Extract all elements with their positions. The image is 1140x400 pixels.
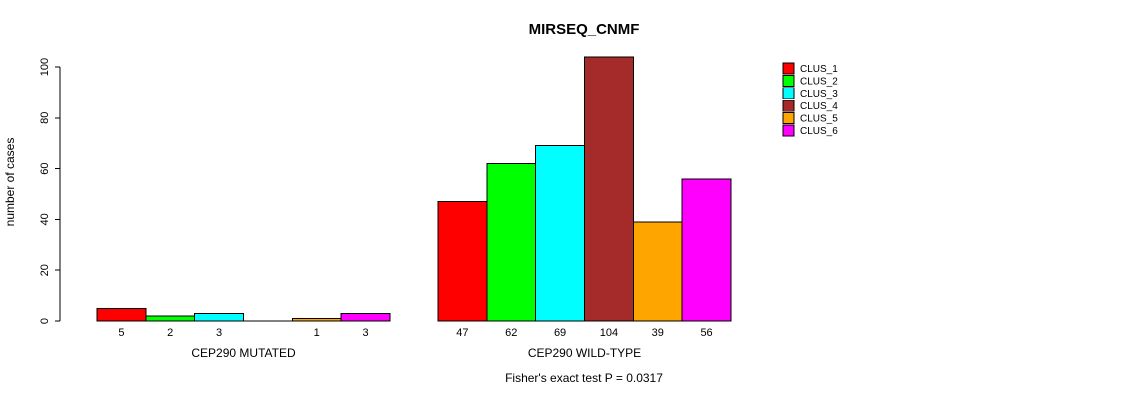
- bar-value-label: 39: [652, 327, 664, 339]
- bar-CLUS_2-group2: [486, 163, 537, 322]
- legend-label-CLUS_4: CLUS_4: [800, 101, 838, 112]
- bar-value-label: 2: [167, 327, 173, 339]
- bar-CLUS_3-group1: [194, 312, 244, 322]
- legend-label-CLUS_3: CLUS_3: [800, 89, 838, 100]
- legend-swatch-CLUS_3: [782, 87, 795, 100]
- bar-value-label: 5: [118, 327, 124, 339]
- bar-value-label: 47: [456, 327, 468, 339]
- bar-CLUS_1-group2: [437, 201, 488, 322]
- fisher-test-annotation: Fisher's exact test P = 0.0317: [505, 371, 663, 385]
- y-axis-tick-label: 20: [39, 264, 51, 276]
- legend-label-CLUS_5: CLUS_5: [800, 114, 838, 125]
- y-axis-tick-label: 0: [39, 318, 51, 324]
- y-axis-title: number of cases: [3, 138, 17, 227]
- bar-value-label: 104: [600, 327, 618, 339]
- group-label-wildtype: CEP290 WILD-TYPE: [528, 346, 641, 360]
- bar-CLUS_5-group2: [632, 221, 683, 322]
- legend-label-CLUS_2: CLUS_2: [800, 76, 838, 87]
- bar-value-label: 3: [216, 327, 222, 339]
- legend-swatch-CLUS_4: [782, 99, 795, 112]
- chart-title: MIRSEQ_CNMF: [529, 21, 640, 38]
- legend-swatch-CLUS_1: [782, 62, 795, 75]
- legend-label-CLUS_1: CLUS_1: [800, 64, 838, 75]
- legend-swatch-CLUS_6: [782, 124, 795, 137]
- legend-swatch-CLUS_5: [782, 112, 795, 124]
- legend-swatch-CLUS_2: [782, 75, 795, 87]
- bar-CLUS_6-group2: [681, 178, 732, 322]
- legend-label-CLUS_6: CLUS_6: [800, 126, 838, 137]
- bar-CLUS_1-group1: [96, 307, 147, 322]
- bar-CLUS_6-group1: [340, 312, 391, 322]
- bar-CLUS_5-group1: [291, 317, 342, 322]
- y-axis-tick-label: 100: [39, 58, 51, 76]
- bar-value-label: 56: [700, 327, 712, 339]
- bar-value-label: 62: [505, 327, 517, 339]
- bar-CLUS_4-group2: [583, 56, 634, 322]
- y-axis-tick-label: 80: [39, 112, 51, 124]
- bar-CLUS_2-group1: [145, 315, 196, 322]
- bar-value-label: 69: [554, 327, 566, 339]
- bar-value-label: 1: [314, 327, 320, 339]
- y-axis-tick-label: 60: [39, 162, 51, 174]
- y-axis-tick-label: 40: [39, 213, 51, 225]
- bar-CLUS_3-group2: [535, 145, 585, 322]
- group-label-mutated: CEP290 MUTATED: [191, 346, 296, 360]
- bar-value-label: 3: [363, 327, 369, 339]
